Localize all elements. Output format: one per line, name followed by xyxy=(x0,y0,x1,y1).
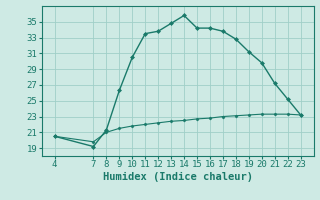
X-axis label: Humidex (Indice chaleur): Humidex (Indice chaleur) xyxy=(103,172,252,182)
